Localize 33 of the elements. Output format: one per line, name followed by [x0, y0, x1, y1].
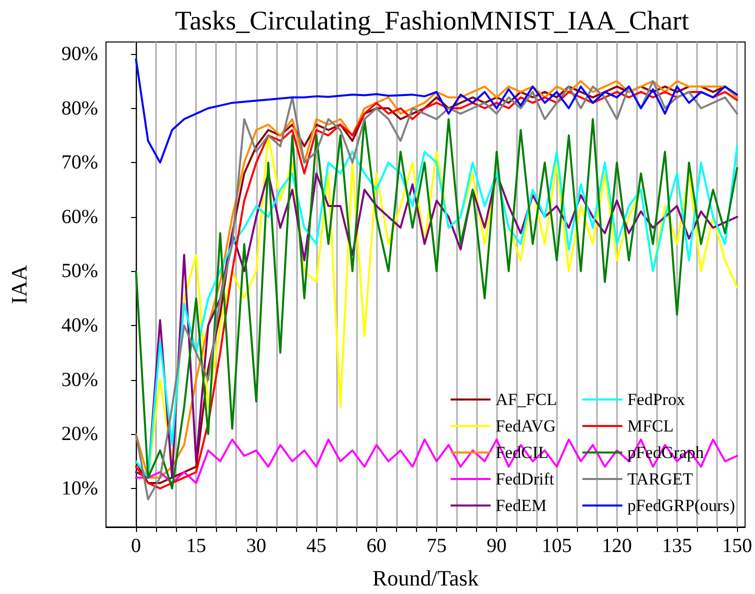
y-axis-title: IAA [6, 264, 32, 304]
y-tick-label: 30% [61, 368, 98, 391]
x-tick-label: 30 [246, 535, 266, 557]
x-tick-label: 90 [486, 535, 507, 557]
y-tick-label: 70% [61, 152, 98, 174]
x-tick-label: 15 [186, 535, 206, 557]
chart-title: Tasks_Circulating_FashionMNIST_IAA_Chart [174, 6, 690, 36]
legend-label: FedProx [627, 390, 686, 409]
y-tick-label: 40% [61, 314, 98, 337]
x-tick-label: 120 [602, 535, 632, 557]
y-tick-label: 80% [61, 97, 98, 120]
x-tick-label: 75 [426, 535, 447, 557]
legend-label: FedEM [496, 496, 547, 515]
x-axis-title: Round/Task [372, 566, 479, 590]
x-tick-label: 105 [542, 535, 572, 557]
y-tick-label: 90% [61, 42, 98, 65]
line-series [135, 438, 738, 484]
legend-label: MFCL [627, 416, 674, 436]
y-tick-label: 60% [61, 206, 98, 228]
legend-label: TARGET [627, 470, 694, 488]
x-tick-label: 0 [131, 535, 142, 557]
legend-label: AF_FCL [496, 390, 558, 409]
legend-label: FedAVG [496, 416, 556, 436]
x-tick-label: 45 [306, 535, 326, 557]
legend-label: pFedGRP(ours) [627, 496, 736, 515]
line-series [135, 58, 738, 164]
x-tick-label: 135 [662, 535, 692, 557]
legend-label: FedDrift [496, 470, 554, 488]
y-tick-label: 50% [61, 260, 98, 282]
y-tick-label: 10% [61, 477, 98, 500]
x-tick-label: 150 [722, 535, 752, 557]
x-tick-label: 60 [366, 535, 386, 557]
y-tick-label: 20% [61, 423, 98, 446]
